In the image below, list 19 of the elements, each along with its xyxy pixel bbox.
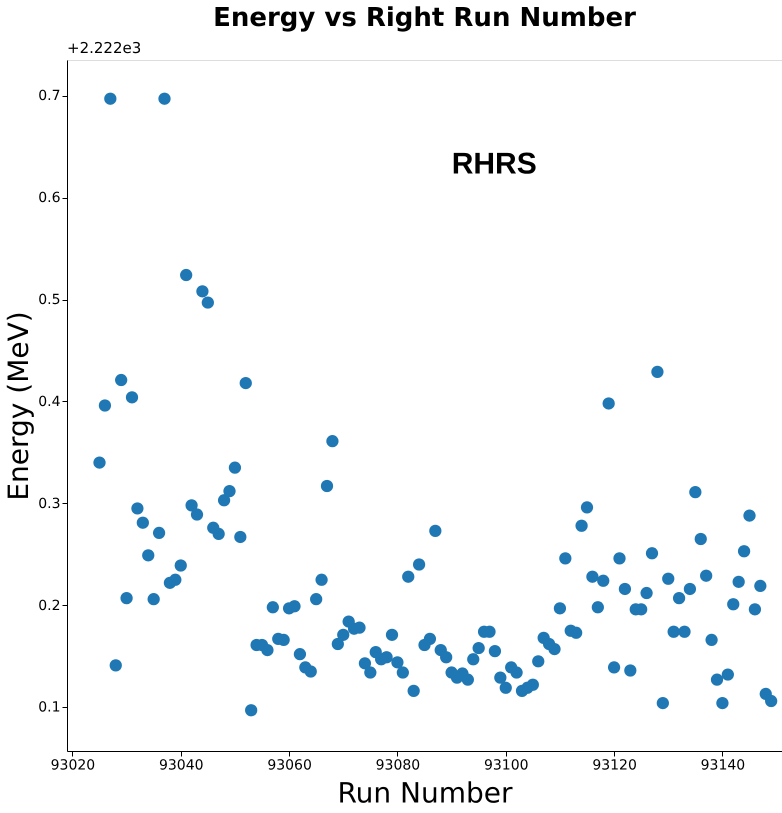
x-tick-label: 93020 (50, 758, 96, 774)
x-tick-label: 93120 (592, 758, 637, 774)
annotation: RHRS (452, 147, 537, 180)
y-tick-label: 0.3 (38, 496, 60, 512)
text: +2.222e3 (67, 39, 142, 57)
x-tick-label: 93080 (376, 758, 420, 774)
y-tick-label: 0.5 (38, 292, 60, 308)
y-tick-label: 0.2 (38, 598, 60, 614)
chart-title: Energy vs Right Run Number (213, 3, 636, 33)
x-tick-label: 93060 (267, 758, 312, 774)
x-tick-label: 93140 (700, 758, 746, 774)
x-tick-label: 93040 (158, 758, 204, 774)
x-tick-label: 93100 (484, 758, 529, 774)
y-tick-label: 0.7 (38, 88, 60, 104)
y-tick-label: 0.1 (38, 700, 60, 716)
y-tick-label: 0.6 (38, 190, 61, 206)
y-tick-label: 0.4 (38, 394, 61, 410)
x-axis-title: Run Number (337, 776, 514, 810)
y-axis-title: Energy (MeV) (2, 311, 36, 501)
